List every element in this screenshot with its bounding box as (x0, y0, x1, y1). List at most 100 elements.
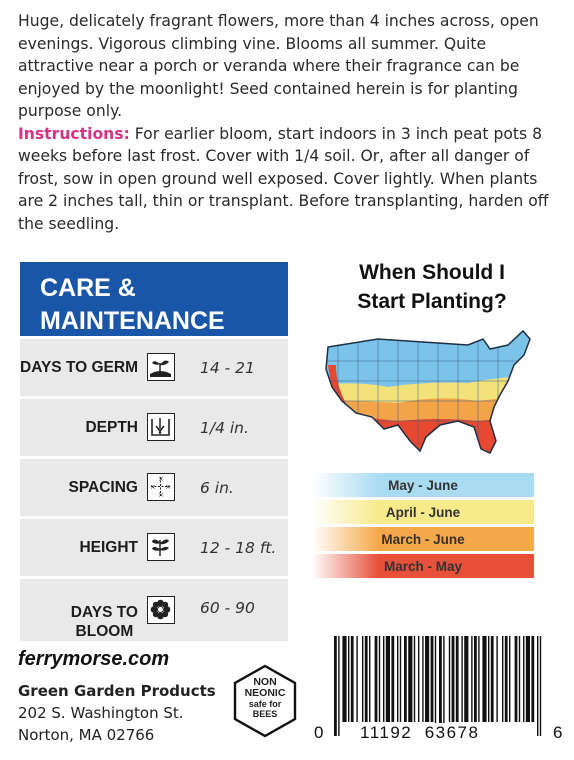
barcode-bar (509, 636, 511, 722)
instructions-text: For earlier bloom, start indoors in 3 in… (18, 124, 549, 233)
brand-url[interactable]: ferrymorse.com (18, 648, 170, 670)
barcode-bar (523, 636, 525, 722)
barcode-bar (334, 636, 337, 736)
barcode-bar (418, 636, 420, 722)
planting-zone-map (325, 329, 531, 454)
barcode-bar (422, 636, 424, 722)
badge-text: NON NEONIC safe for BEES (232, 676, 298, 720)
description-text: Huge, delicately fragrant flowers, more … (18, 12, 539, 120)
barcode-number: 11192 63678 (356, 723, 484, 743)
instructions-label: Instructions: (18, 124, 130, 143)
care-value: 14 - 21 (200, 358, 255, 377)
flower-icon (147, 596, 175, 624)
care-label: DAYS TO GERM (20, 359, 138, 376)
address-line2: Norton, MA 02766 (18, 726, 155, 744)
barcode-bar (451, 636, 455, 722)
barcode-bar (378, 636, 381, 722)
barcode-bar (374, 636, 378, 722)
barcode-bar (399, 636, 402, 722)
care-header: CARE & MAINTENANCE (20, 262, 288, 336)
care-label: DEPTH (85, 419, 138, 436)
care-row-bloom: DAYS TO BLOOM 60 - 90 (20, 576, 288, 641)
barcode-bar (356, 636, 358, 722)
care-value: 12 - 18 ft. (200, 538, 277, 557)
barcode-bar (482, 636, 487, 722)
svg-text:×: × (165, 483, 171, 491)
barcode-bar (439, 636, 442, 736)
barcode-bar (434, 636, 437, 736)
svg-text:×: × (158, 475, 164, 483)
svg-text:×: × (158, 491, 164, 499)
barcode-bar (448, 636, 451, 722)
barcode-bar (537, 636, 539, 736)
legend-label: May - June (388, 477, 458, 493)
barcode-left-digit: 0 (314, 723, 324, 742)
instructions-paragraph: Instructions: For earlier bloom, start i… (18, 123, 563, 236)
care-row-height: HEIGHT 12 - 18 ft. (20, 516, 288, 576)
legend-label: April - June (385, 504, 461, 520)
barcode-bar (385, 636, 390, 722)
product-description: Huge, delicately fragrant flowers, more … (18, 10, 563, 235)
barcode-bar (518, 636, 521, 722)
plant-height-icon (147, 533, 175, 561)
non-neonic-badge-icon (233, 664, 297, 738)
map-title: When Should I Start Planting? (332, 258, 532, 316)
company-address: Green Garden Products 202 S. Washington … (18, 680, 216, 746)
barcode (334, 636, 542, 736)
barcode-bar (488, 636, 490, 722)
barcode-bar (404, 636, 407, 722)
barcode-bar (474, 636, 477, 722)
barcode-bar (397, 636, 399, 722)
barcode-bar (461, 636, 463, 722)
legend-march-may: March - May (312, 554, 534, 578)
care-label: HEIGHT (79, 539, 138, 556)
company-name: Green Garden Products (18, 682, 216, 700)
legend-label: March - May (383, 558, 463, 574)
address-line1: 202 S. Washington St. (18, 704, 184, 722)
care-label-line1: DAYS TO (70, 604, 138, 621)
barcode-bar (502, 636, 504, 722)
care-row-depth: DEPTH 1/4 in. (20, 396, 288, 456)
care-value: 60 - 90 (200, 598, 255, 617)
barcode-bar (425, 636, 430, 722)
care-row-germ: DAYS TO GERM 14 - 21 (20, 336, 288, 396)
badge-line1: NON (253, 676, 277, 688)
legend-may-june: May - June (312, 473, 534, 497)
barcode-bar (496, 636, 498, 722)
legend-march-june: March - June (312, 527, 534, 551)
barcode-right-digit: 6 (553, 723, 563, 742)
care-title-line1: CARE & (40, 274, 136, 302)
barcode-bar (369, 636, 371, 722)
depth-icon (147, 413, 175, 441)
badge-line3: safe for (248, 699, 282, 709)
barcode-bar (443, 636, 445, 736)
barcode-bar (455, 636, 459, 722)
barcode-bar (364, 636, 368, 722)
barcode-bar (531, 636, 535, 722)
barcode-bar (464, 636, 469, 722)
barcode-bar (539, 636, 542, 736)
badge-line2: NEONIC (244, 687, 286, 699)
badge-line4: BEES (252, 709, 278, 719)
care-value: 1/4 in. (200, 418, 249, 437)
spacing-icon: × × × × (147, 473, 175, 501)
barcode-bar (338, 636, 340, 736)
barcode-bar (408, 636, 413, 722)
map-title-line2: Start Planting? (357, 290, 507, 313)
barcode-bar (413, 636, 416, 722)
barcode-bar (478, 636, 480, 722)
care-maintenance-panel: CARE & MAINTENANCE DAYS TO GERM 14 - 21 … (20, 262, 288, 641)
barcode-bar (350, 636, 354, 722)
care-label-line2: BLOOM (75, 623, 134, 640)
barcode-bar (525, 636, 530, 722)
barcode-bar (342, 636, 347, 722)
barcode-bar (383, 636, 385, 722)
barcode-bar (430, 636, 434, 722)
barcode-bar (391, 636, 395, 722)
barcode-bar (362, 636, 364, 722)
legend-label: March - June (381, 531, 465, 547)
svg-text:×: × (150, 483, 156, 491)
seedling-icon (147, 353, 175, 381)
barcode-bar (348, 636, 350, 722)
barcode-bar (471, 636, 473, 722)
